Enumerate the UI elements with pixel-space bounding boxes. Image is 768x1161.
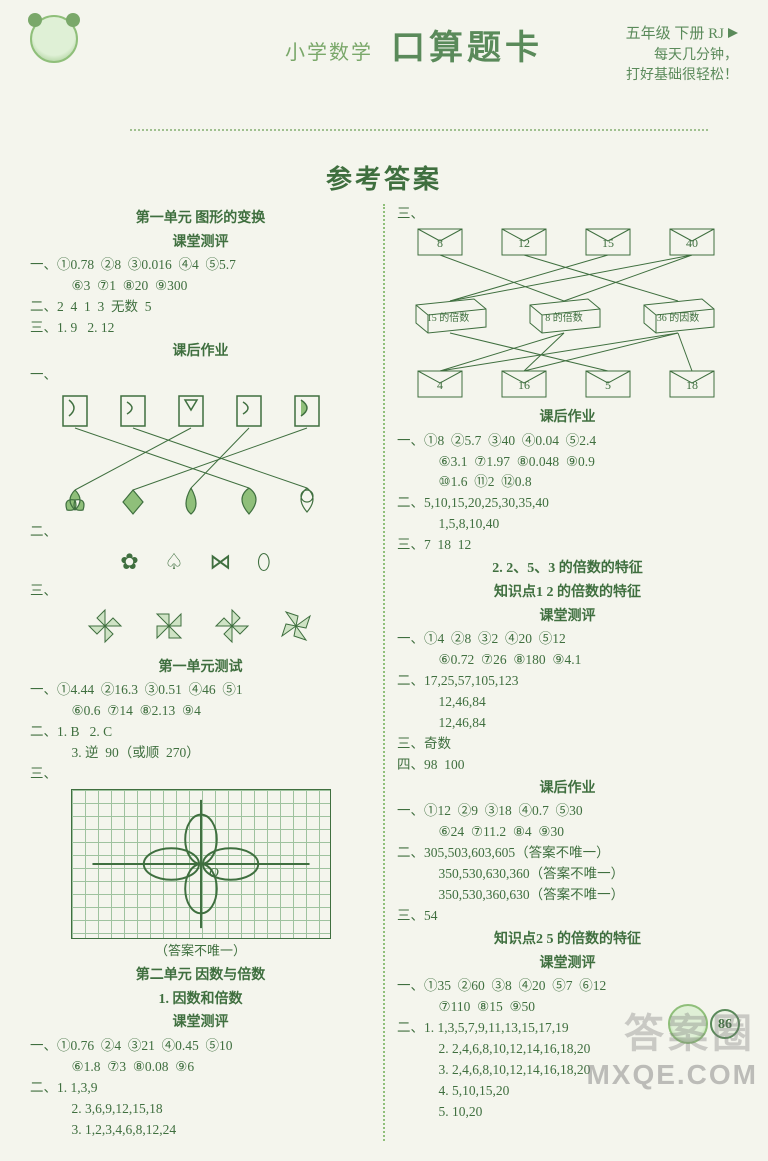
answer-line: 12,46,84 [397, 713, 738, 734]
svg-text:16: 16 [518, 378, 530, 392]
answer-line: 三、7 18 12 [397, 535, 738, 556]
answer-line: 3. 逆 90（或顺 270） [30, 743, 371, 764]
figure-note: （答案不唯一） [30, 941, 371, 961]
svg-text:8 的倍数: 8 的倍数 [545, 311, 583, 324]
answer-line: ⑥1.8 ⑦3 ⑧0.08 ⑨6 [30, 1057, 371, 1078]
answer-line: 一、①0.76 ②4 ③21 ④0.45 ⑤10 [30, 1036, 371, 1057]
unit2-section: 1. 因数和倍数 [30, 989, 371, 1011]
answer-line: 一、 [30, 365, 371, 386]
matching-diagram [51, 390, 351, 520]
homework2-title: 课后作业 [397, 778, 738, 800]
unit2-title: 第二单元 因数与倍数 [30, 965, 371, 987]
answer-line: 三、奇数 [397, 734, 738, 755]
tagline: 每天几分钟， 打好基础很轻松！ [626, 46, 738, 85]
answer-line: 三、1. 9 2. 12 [30, 318, 371, 339]
svg-text:40: 40 [686, 236, 698, 250]
page-title: 参考答案 [0, 159, 768, 196]
answer-line: 二、305,503,603,605（答案不唯一） [397, 843, 738, 864]
column-divider [383, 204, 385, 1141]
answer-line: ⑥0.6 ⑦14 ⑧2.13 ⑨4 [30, 701, 371, 722]
answer-line: 350,530,360,630（答案不唯一） [397, 885, 738, 906]
unit1-test: 第一单元测试 [30, 657, 371, 679]
answer-line: 二、17,25,57,105,123 [397, 671, 738, 692]
svg-text:5: 5 [605, 378, 611, 392]
answer-line: ⑥3 ⑦1 ⑧20 ⑨300 [30, 276, 371, 297]
left-column: 第一单元 图形的变换 课堂测评 一、①0.78 ②8 ③0.016 ④4 ⑤5.… [30, 204, 371, 1141]
answer-line: 3. 1,2,3,4,6,8,12,24 [30, 1120, 371, 1141]
unit1-title: 第一单元 图形的变换 [30, 208, 371, 230]
answer-line: 一、①12 ②9 ③18 ④0.7 ⑤30 [397, 801, 738, 822]
shape-row: ✿ ♤ ⋈ ⬯ [30, 545, 371, 579]
svg-text:4: 4 [437, 378, 443, 392]
answer-line: 三、 [30, 581, 371, 602]
big-title: 口算题卡 [391, 20, 543, 69]
k2-classroom: 课堂测评 [397, 953, 738, 975]
answer-line: 一、①35 ②60 ③8 ④20 ⑤7 ⑥12 [397, 976, 738, 997]
answer-line: ⑥0.72 ⑦26 ⑧180 ⑨4.1 [397, 650, 738, 671]
answer-line: 二、1. 1,3,9 [30, 1078, 371, 1099]
k1-subtitle: 知识点1 2 的倍数的特征 [397, 582, 738, 604]
unit1-homework: 课后作业 [30, 341, 371, 363]
answer-line: 350,530,630,360（答案不唯一） [397, 864, 738, 885]
answer-line: 一、①4.44 ②16.3 ③0.51 ④46 ⑤1 [30, 680, 371, 701]
pinwheel-row [30, 606, 371, 653]
envelope-network: 8 12 15 40 15 的倍数 8 的倍数 36 的因数 4 16 5 18 [398, 225, 738, 405]
k2-title: 知识点2 5 的倍数的特征 [397, 929, 738, 951]
unit2-classroom: 课堂测评 [30, 1012, 371, 1034]
answer-line: 三、 [30, 764, 371, 785]
watermark-small: MXQE.COM [586, 1059, 758, 1091]
svg-text:36 的因数: 36 的因数 [656, 311, 699, 324]
small-title: 小学数学 [285, 36, 373, 65]
svg-text:8: 8 [437, 236, 443, 250]
svg-text:15 的倍数: 15 的倍数 [426, 311, 469, 324]
answer-line: 一、①0.78 ②8 ③0.016 ④4 ⑤5.7 [30, 255, 371, 276]
k1-classroom: 课堂测评 [397, 606, 738, 628]
grade-label: 五年级 下册 RJ [626, 22, 738, 43]
answer-line: 四、98 100 [397, 755, 738, 776]
answer-line: 二、2 4 1 3 无数 5 [30, 297, 371, 318]
grid-figure: O [71, 789, 331, 939]
answer-line: ⑥3.1 ⑦1.97 ⑧0.048 ⑨0.9 [397, 452, 738, 473]
answer-line: 二、 [30, 522, 371, 543]
answer-line: 二、1. B 2. C [30, 722, 371, 743]
answer-line: 1,5,8,10,40 [397, 514, 738, 535]
answer-line: ⑩1.6 ⑪2 ⑫0.8 [397, 472, 738, 493]
answer-line: 三、 [397, 204, 738, 225]
svg-text:15: 15 [602, 236, 614, 250]
answer-line: 三、54 [397, 906, 738, 927]
homework-title: 课后作业 [397, 407, 738, 429]
svg-text:12: 12 [518, 236, 530, 250]
k1-title: 2. 2、5、3 的倍数的特征 [397, 558, 738, 580]
watermark-big: 答案圈 [624, 1001, 756, 1059]
svg-text:O: O [208, 865, 218, 880]
answer-line: 一、①4 ②8 ③2 ④20 ⑤12 [397, 629, 738, 650]
answer-line: 12,46,84 [397, 692, 738, 713]
unit1-classroom: 课堂测评 [30, 232, 371, 254]
arrow-icon [728, 28, 738, 38]
svg-text:18: 18 [686, 378, 698, 392]
answer-line: 一、①8 ②5.7 ③40 ④0.04 ⑤2.4 [397, 431, 738, 452]
answer-line: 5. 10,20 [397, 1102, 738, 1123]
mascot-top-left [30, 15, 78, 63]
answer-line: ⑥24 ⑦11.2 ⑧4 ⑨30 [397, 822, 738, 843]
answer-line: 二、5,10,15,20,25,30,35,40 [397, 493, 738, 514]
dotted-divider [130, 129, 708, 131]
answer-line: 2. 3,6,9,12,15,18 [30, 1099, 371, 1120]
